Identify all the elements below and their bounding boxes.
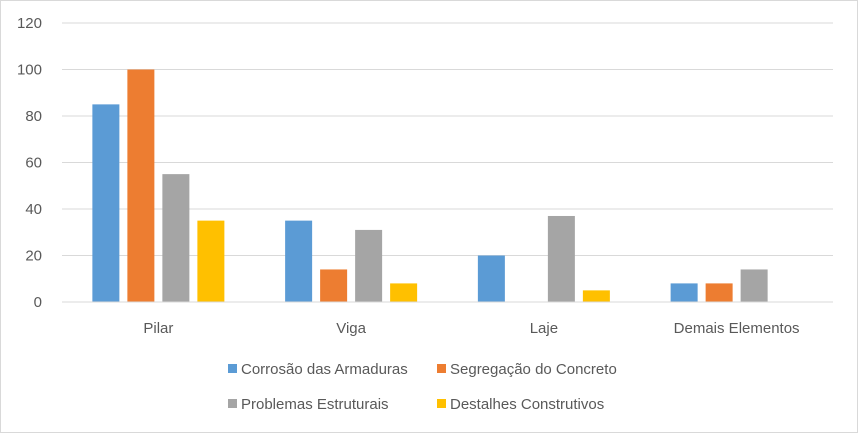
legend-swatch [228, 364, 237, 373]
x-category-label: Viga [336, 320, 366, 337]
y-tick-label: 100 [17, 62, 42, 79]
x-category-label: Pilar [143, 320, 173, 337]
bar-viga-series-2 [320, 269, 348, 302]
y-tick-label: 120 [17, 15, 42, 32]
bar-viga-series-3 [355, 229, 383, 302]
x-category-label: Laje [530, 320, 558, 337]
bar-pilar-series-4 [197, 220, 225, 302]
y-tick-label: 40 [25, 201, 42, 218]
legend-label: Corrosão das Armaduras [241, 361, 408, 378]
legend-label: Destalhes Construtivos [450, 396, 604, 413]
legend-swatch [437, 364, 446, 373]
bar-laje-series-4 [582, 290, 610, 302]
bar-demais-elementos-series-1 [670, 283, 698, 302]
bar-laje-series-1 [477, 255, 505, 302]
legend-swatch [437, 399, 446, 408]
bar-pilar-series-1 [92, 104, 120, 302]
y-tick-label: 0 [34, 294, 42, 311]
x-category-label: Demais Elementos [674, 320, 800, 337]
bar-demais-elementos-series-2 [705, 283, 733, 302]
bar-pilar-series-2 [127, 69, 155, 302]
y-tick-label: 20 [25, 248, 42, 265]
bars [92, 69, 768, 302]
y-axis-ticks: 0 20 40 60 80 100 120 [17, 15, 42, 311]
y-tick-label: 60 [25, 155, 42, 172]
legend-swatch [228, 399, 237, 408]
bar-viga-series-4 [390, 283, 418, 302]
bar-pilar-series-3 [162, 174, 190, 302]
bar-viga-series-1 [285, 220, 313, 302]
gridlines [62, 22, 833, 256]
bar-demais-elementos-series-3 [740, 269, 768, 302]
legend-label: Segregação do Concreto [450, 361, 617, 378]
bar-laje-series-3 [547, 215, 575, 302]
legend: Corrosão das Armaduras Segregação do Conc… [228, 361, 617, 413]
legend-label: Problemas Estruturais [241, 396, 389, 413]
y-tick-label: 80 [25, 108, 42, 125]
x-axis-categories: Pilar Viga Laje Demais Elementos [143, 320, 799, 337]
